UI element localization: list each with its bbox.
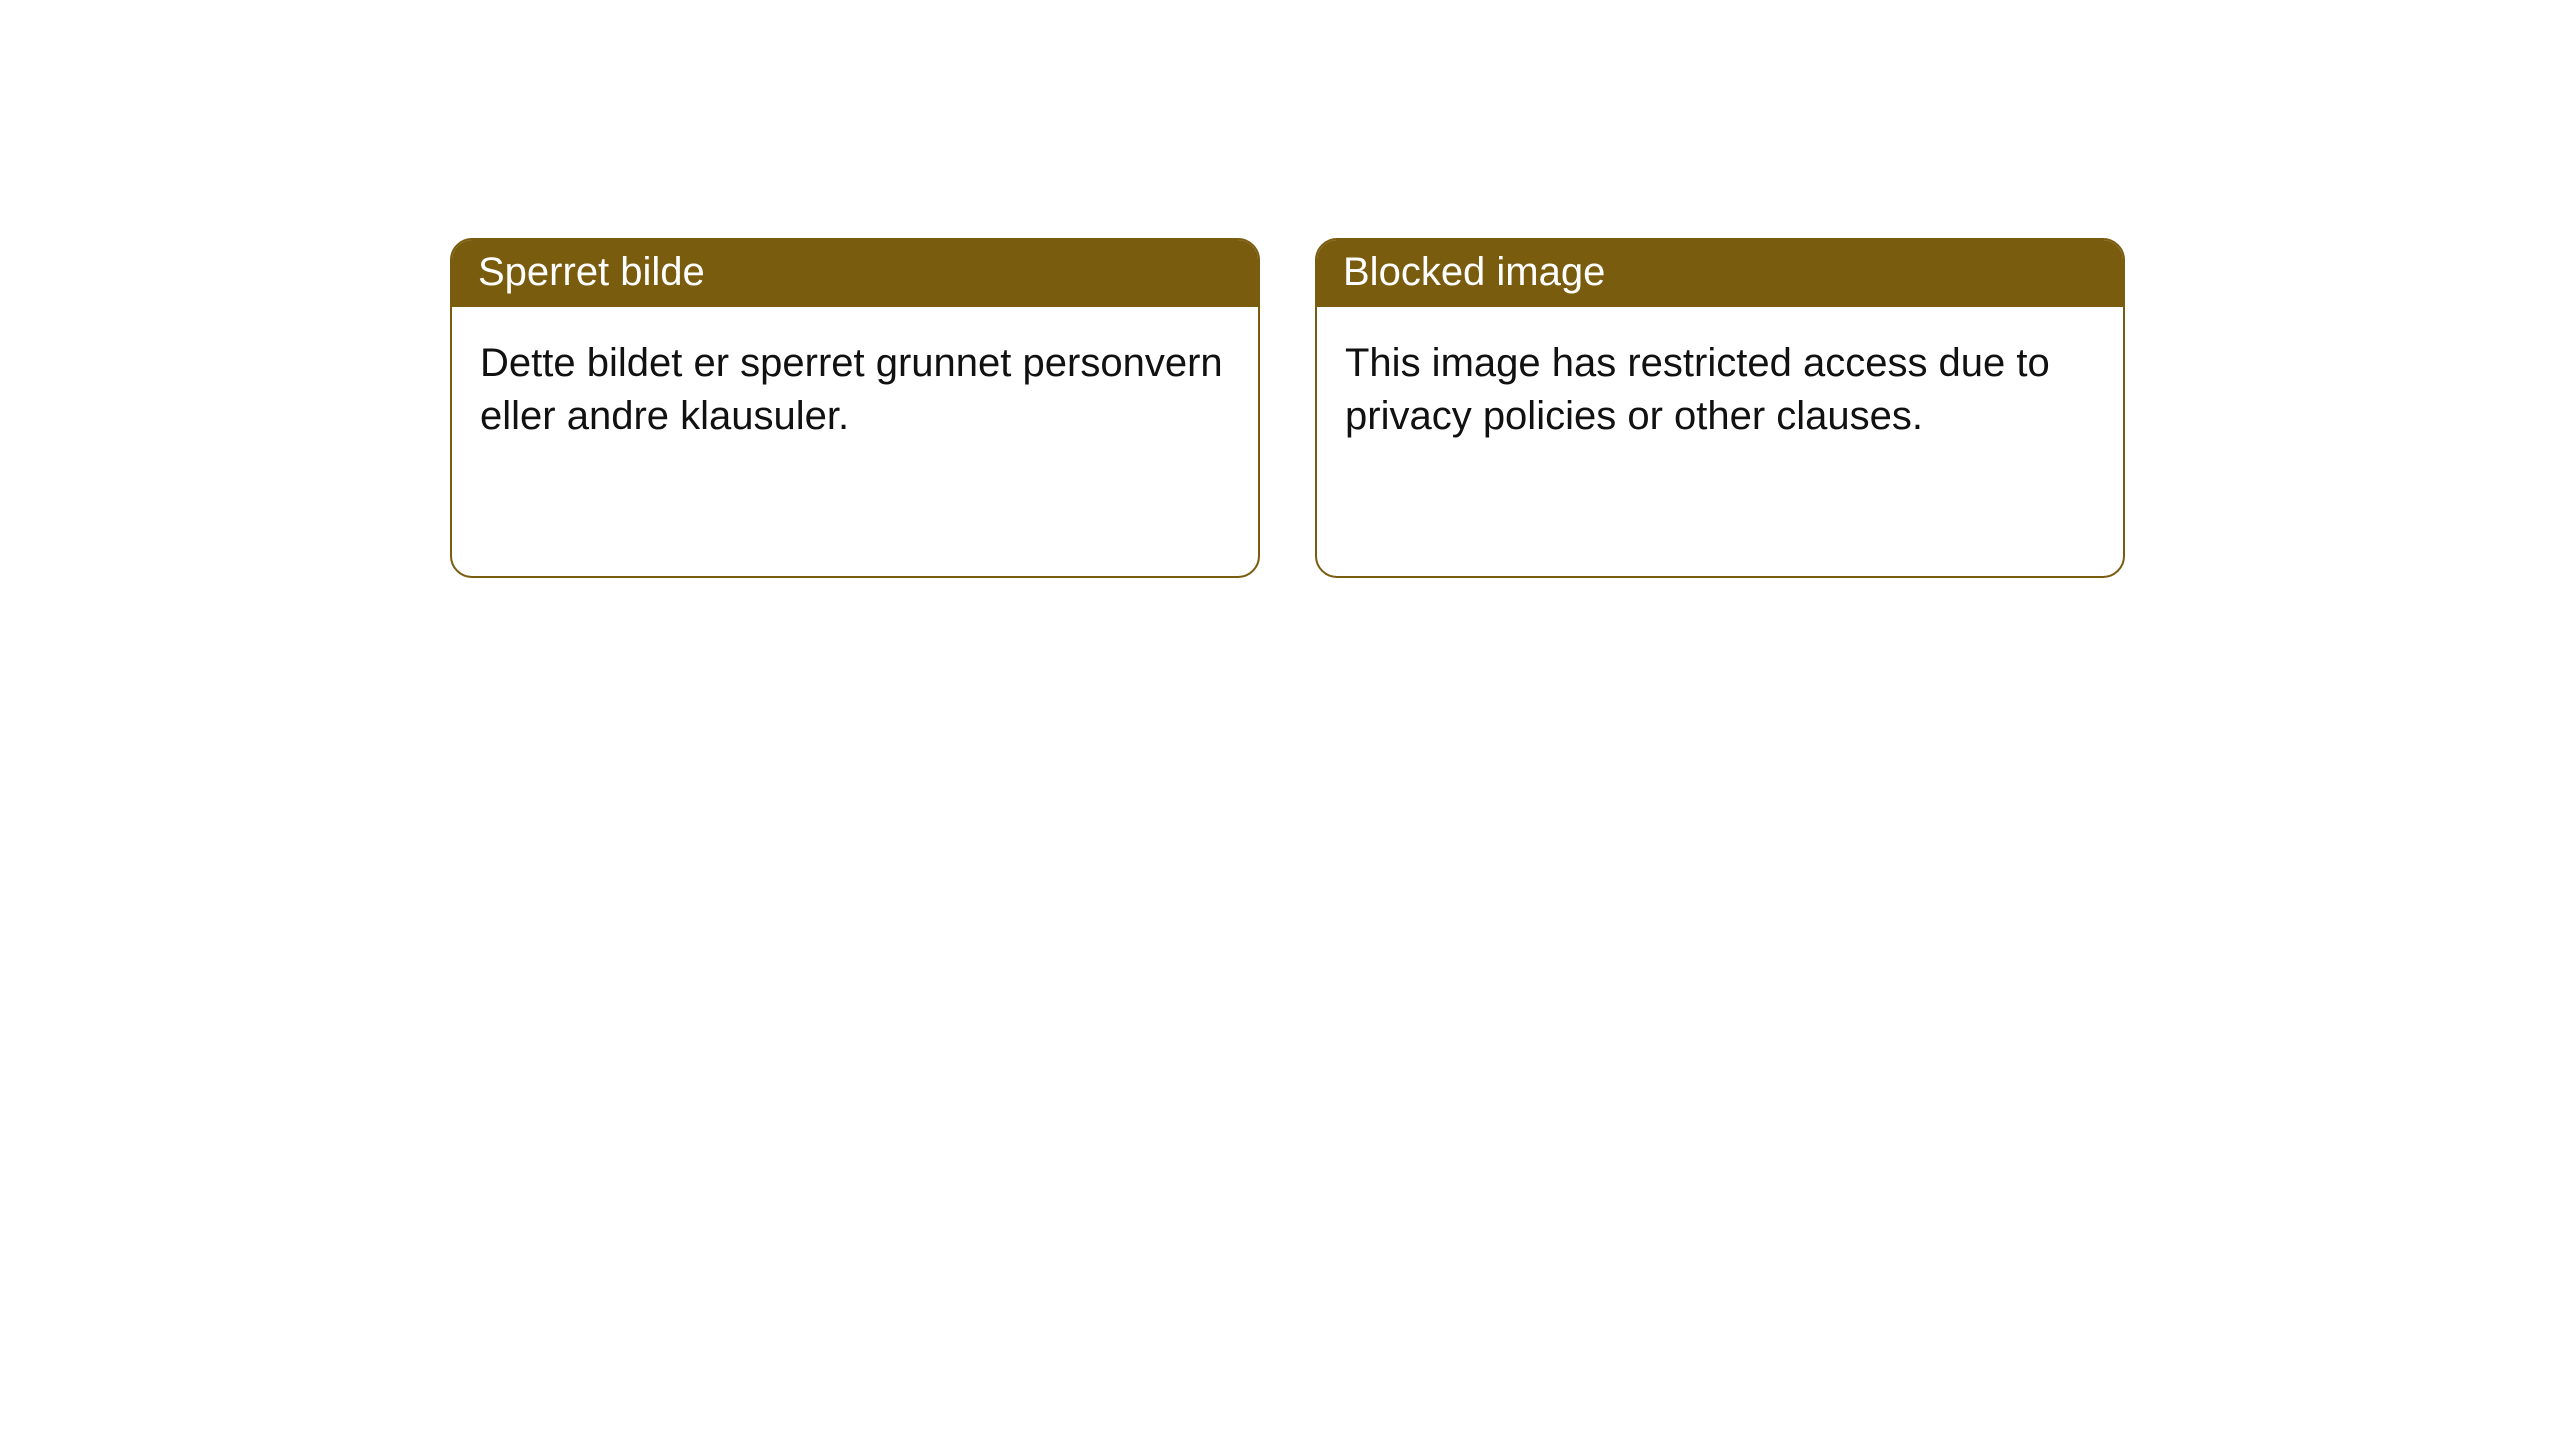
- blocked-image-card-en: Blocked image This image has restricted …: [1315, 238, 2125, 578]
- card-body: Dette bildet er sperret grunnet personve…: [452, 307, 1258, 473]
- card-title: Sperret bilde: [452, 240, 1258, 307]
- notice-cards-row: Sperret bilde Dette bildet er sperret gr…: [0, 0, 2560, 578]
- card-title: Blocked image: [1317, 240, 2123, 307]
- blocked-image-card-no: Sperret bilde Dette bildet er sperret gr…: [450, 238, 1260, 578]
- card-body: This image has restricted access due to …: [1317, 307, 2123, 473]
